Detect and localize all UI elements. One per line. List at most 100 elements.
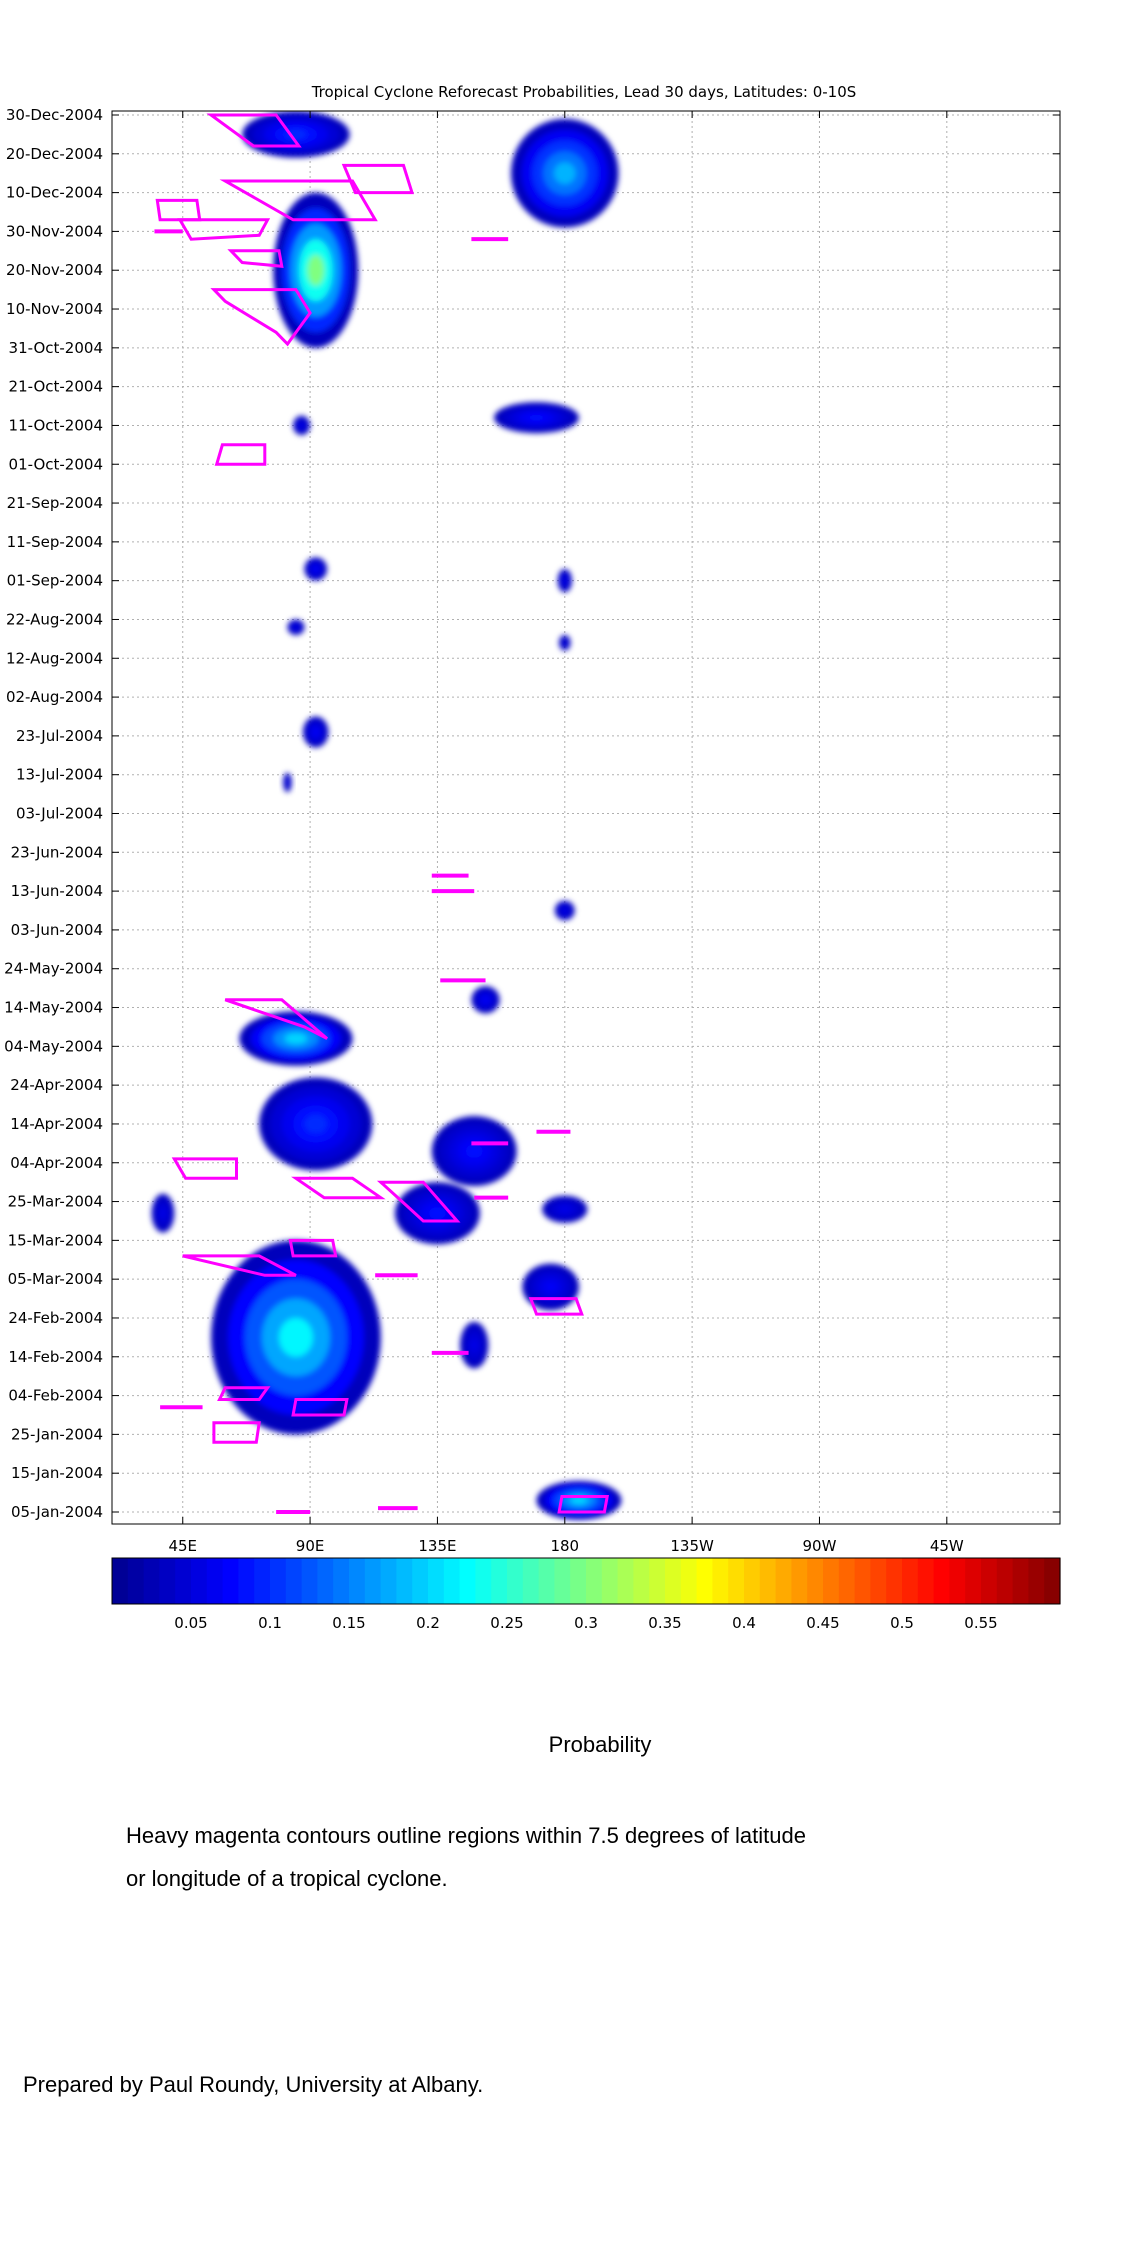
probability-level bbox=[293, 625, 298, 630]
colorbar-swatch bbox=[949, 1558, 966, 1604]
probability-region bbox=[394, 1182, 480, 1245]
probability-region bbox=[239, 1011, 353, 1066]
cyclone-contour bbox=[291, 1176, 386, 1200]
colorbar-swatch bbox=[759, 1558, 777, 1604]
y-tick-label: 05-Mar-2004 bbox=[8, 1270, 103, 1288]
y-tick-label: 01-Oct-2004 bbox=[9, 455, 103, 473]
y-tick-label: 24-May-2004 bbox=[4, 960, 103, 978]
probability-level bbox=[570, 1496, 588, 1505]
probability-region bbox=[559, 634, 571, 651]
colorbar-swatch bbox=[396, 1558, 413, 1604]
y-tick-label: 13-Jun-2004 bbox=[11, 882, 103, 900]
colorbar-swatch bbox=[1044, 1558, 1061, 1604]
y-tick-label: 10-Dec-2004 bbox=[6, 184, 103, 202]
colorbar-swatch bbox=[696, 1558, 713, 1604]
y-tick-label: 02-Aug-2004 bbox=[6, 688, 103, 706]
cyclone-contour bbox=[219, 179, 378, 222]
y-tick-label: 31-Oct-2004 bbox=[9, 339, 103, 357]
probability-level bbox=[471, 1340, 478, 1350]
x-tick-label: 180 bbox=[550, 1537, 579, 1555]
y-tick-label: 03-Jun-2004 bbox=[11, 921, 103, 939]
y-tick-label: 04-May-2004 bbox=[4, 1037, 103, 1055]
probability-field bbox=[151, 111, 622, 1520]
probability-level bbox=[284, 1033, 308, 1045]
colorbar-swatch bbox=[712, 1558, 729, 1604]
probability-level bbox=[554, 162, 576, 185]
probability-level bbox=[278, 1317, 313, 1357]
y-tick-label: 03-Jul-2004 bbox=[16, 805, 103, 823]
colorbar-swatch bbox=[665, 1558, 682, 1604]
y-tick-label: 14-May-2004 bbox=[4, 999, 103, 1017]
probability-region bbox=[293, 415, 311, 436]
cyclone-contour bbox=[288, 1238, 338, 1258]
cyclone-contour bbox=[206, 113, 302, 148]
colorbar-tick-label: 0.25 bbox=[490, 1614, 523, 1632]
probability-level bbox=[562, 578, 567, 583]
y-tick-label: 23-Jul-2004 bbox=[16, 727, 103, 745]
colorbar-swatch bbox=[349, 1558, 366, 1604]
x-tick-label: 90W bbox=[803, 1537, 837, 1555]
colorbar-swatch bbox=[175, 1558, 192, 1604]
x-tick-label: 45E bbox=[168, 1537, 197, 1555]
colorbar-swatch bbox=[285, 1558, 303, 1604]
colorbar-swatch bbox=[807, 1558, 824, 1604]
y-tick-label: 25-Jan-2004 bbox=[11, 1425, 103, 1443]
probability-region bbox=[536, 1480, 622, 1520]
colorbar-tick-label: 0.3 bbox=[574, 1614, 598, 1632]
colorbar-swatch bbox=[554, 1558, 571, 1604]
y-tick-label: 01-Sep-2004 bbox=[7, 572, 103, 590]
colorbar-swatch bbox=[917, 1558, 935, 1604]
y-tick-label: 21-Sep-2004 bbox=[7, 494, 103, 512]
probability-region bbox=[460, 1321, 489, 1369]
y-tick-label: 10-Nov-2004 bbox=[6, 300, 103, 318]
cyclone-contour bbox=[227, 249, 284, 268]
cyclone-contour bbox=[210, 288, 312, 347]
y-tick-label: 24-Feb-2004 bbox=[8, 1309, 103, 1327]
colorbar-swatch bbox=[570, 1558, 587, 1604]
probability-level bbox=[428, 1206, 446, 1220]
colorbar-swatch bbox=[965, 1558, 982, 1604]
colorbar-swatch bbox=[649, 1558, 666, 1604]
colorbar-swatch bbox=[1028, 1558, 1045, 1604]
probability-region bbox=[303, 716, 329, 748]
colorbar-swatch bbox=[854, 1558, 871, 1604]
y-tick-label: 11-Sep-2004 bbox=[7, 533, 103, 551]
cyclone-contour bbox=[214, 443, 267, 466]
probability-region bbox=[431, 1116, 517, 1187]
colorbar-swatch bbox=[617, 1558, 634, 1604]
colorbar-swatch bbox=[522, 1558, 540, 1604]
colorbar-swatch bbox=[902, 1558, 919, 1604]
colorbar-swatch bbox=[380, 1558, 397, 1604]
colorbar-swatch bbox=[112, 1558, 129, 1604]
colorbar-swatch bbox=[254, 1558, 271, 1604]
y-tick-label: 11-Oct-2004 bbox=[9, 416, 103, 434]
x-tick-label: 135E bbox=[418, 1537, 456, 1555]
colorbar-swatch bbox=[744, 1558, 761, 1604]
probability-level bbox=[160, 1209, 166, 1218]
chart-figure: Tropical Cyclone Reforecast Probabilitie… bbox=[4, 83, 1061, 1632]
colorbar-swatch bbox=[633, 1558, 650, 1604]
y-tick-label: 05-Jan-2004 bbox=[11, 1503, 103, 1521]
y-tick-label: 12-Aug-2004 bbox=[6, 649, 103, 667]
colorbar: 0.05 0.1 0.15 0.2 0.25 0.3 0.35 0.4 0.45 0.5 0.55 bbox=[111, 1557, 1061, 1632]
y-tick-label: 14-Apr-2004 bbox=[10, 1115, 103, 1133]
probability-region bbox=[471, 986, 500, 1014]
probability-level bbox=[544, 1282, 557, 1292]
y-tick-label: 20-Dec-2004 bbox=[6, 145, 103, 163]
colorbar-swatch bbox=[412, 1558, 429, 1604]
chart-title: Tropical Cyclone Reforecast Probabilitie… bbox=[311, 83, 857, 101]
y-tick-label: 04-Apr-2004 bbox=[10, 1154, 103, 1172]
cyclone-contours bbox=[154, 113, 609, 1514]
colorbar-swatch bbox=[428, 1558, 445, 1604]
cyclone-contour bbox=[217, 1386, 271, 1401]
cyclone-contour bbox=[557, 1495, 609, 1514]
y-tick-label: 30-Dec-2004 bbox=[6, 106, 103, 124]
colorbar-tick-label: 0.5 bbox=[890, 1614, 914, 1632]
y-tick-label: 22-Aug-2004 bbox=[6, 610, 103, 628]
colorbar-tick-label: 0.2 bbox=[416, 1614, 440, 1632]
probability-level bbox=[562, 640, 567, 645]
colorbar-swatch bbox=[507, 1558, 524, 1604]
colorbar-swatch bbox=[981, 1558, 998, 1604]
probability-level bbox=[562, 908, 567, 913]
cyclone-contour bbox=[171, 1157, 238, 1180]
